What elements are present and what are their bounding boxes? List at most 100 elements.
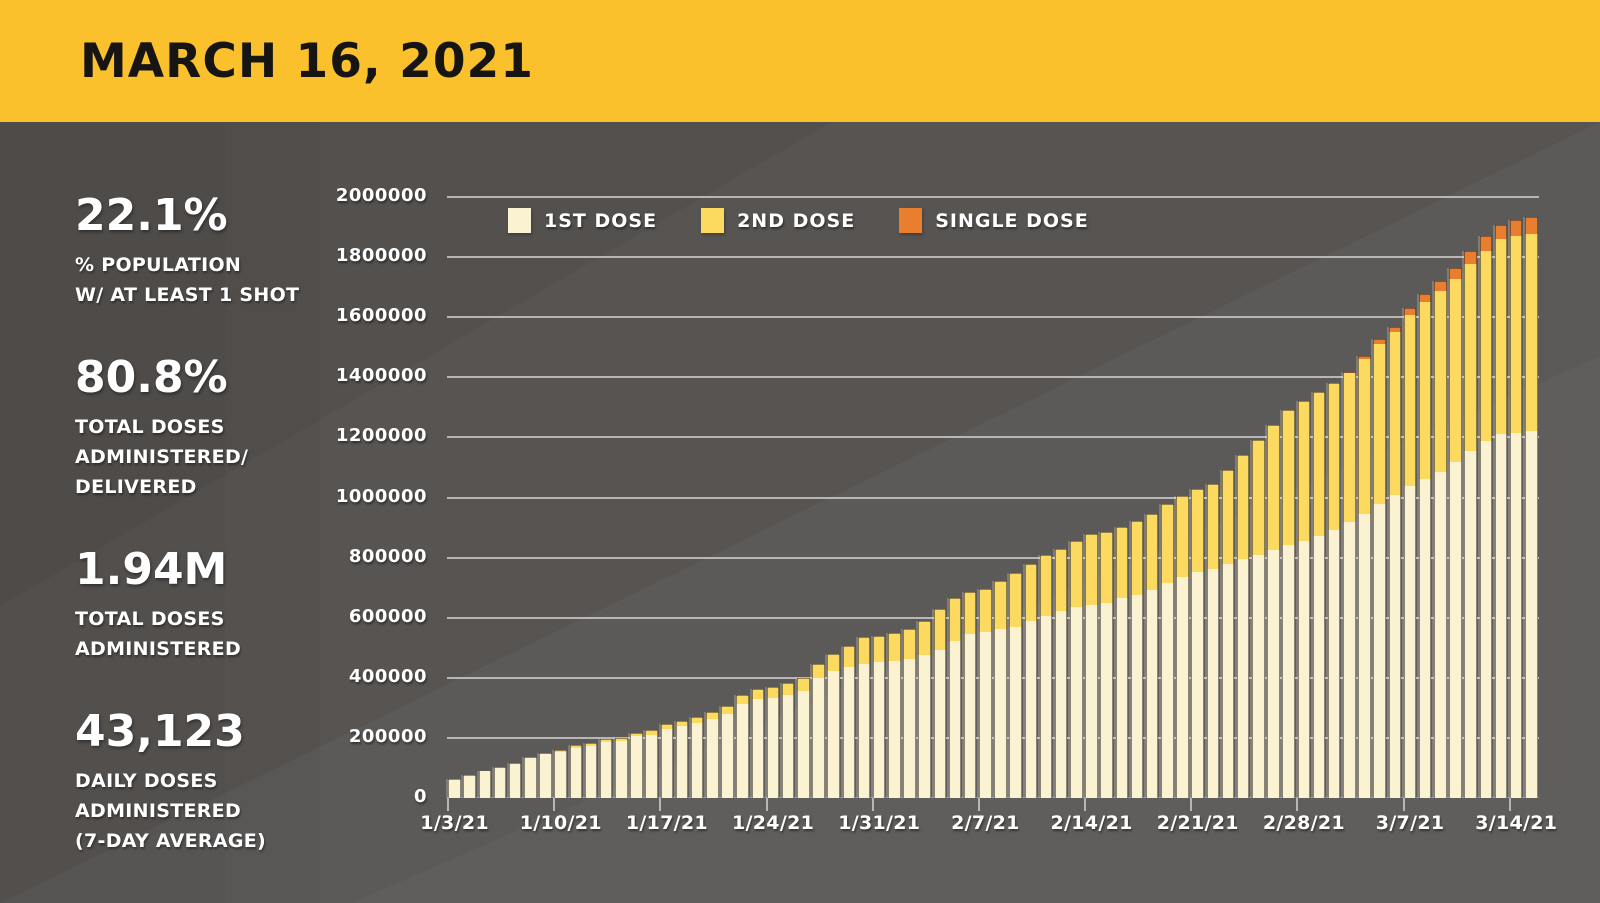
y-axis-tick-label: 0 <box>413 786 427 807</box>
single-dose-segment <box>1434 280 1447 291</box>
second-dose-segment <box>903 628 916 659</box>
second-dose-segment <box>1221 470 1235 565</box>
y-axis-tick-label: 1400000 <box>335 365 427 387</box>
daily-doses-bar <box>1252 440 1265 798</box>
daily-doses-bar <box>1267 425 1280 798</box>
first-dose-segment <box>1085 604 1098 798</box>
stat-label: ADMINISTERED/ <box>75 446 249 468</box>
second-dose-segment <box>706 711 719 719</box>
second-dose-segment <box>690 716 704 723</box>
single-dose-segment <box>1388 327 1402 332</box>
y-axis-tick-label: 200000 <box>348 725 427 747</box>
single-dose-segment <box>1418 294 1432 303</box>
first-dose-segment <box>1039 616 1053 798</box>
first-dose-segment <box>539 754 552 798</box>
daily-doses-bar <box>1373 339 1386 798</box>
y-gridline <box>447 436 1539 439</box>
daily-doses-bar <box>1070 541 1083 798</box>
first-dose-segment <box>948 640 962 798</box>
second-dose-segment <box>1373 343 1386 505</box>
daily-doses-bar <box>797 678 810 798</box>
daily-doses-bar <box>493 767 507 798</box>
y-gridline <box>447 316 1539 319</box>
single-dose-segment <box>1449 267 1462 280</box>
second-dose-segment <box>857 637 871 664</box>
second-dose-segment <box>1449 279 1462 462</box>
daily-doses-bar <box>888 632 901 798</box>
first-dose-segment <box>933 649 947 798</box>
daily-doses-bar <box>1009 573 1022 798</box>
daily-doses-bar <box>690 716 704 798</box>
second-dose-segment <box>872 635 886 663</box>
first-dose-segment <box>1388 495 1402 798</box>
y-gridline <box>447 376 1539 379</box>
x-axis-tick-label: 2/21/21 <box>1156 812 1239 834</box>
second-dose-segment <box>1130 521 1144 595</box>
daily-doses-bar <box>933 609 947 798</box>
stat-label: TOTAL DOSES <box>75 608 225 630</box>
daily-doses-bar <box>721 706 734 798</box>
x-axis-tick-label: 2/7/21 <box>951 812 1020 834</box>
second-dose-segment <box>721 706 734 714</box>
legend-label: 1ST DOSE <box>544 209 658 232</box>
x-axis-tick-label: 1/31/21 <box>838 812 921 834</box>
stat-label: DELIVERED <box>75 476 197 498</box>
stat-label: (7-DAY AVERAGE) <box>75 830 267 852</box>
daily-doses-bar <box>1024 563 1038 798</box>
second-dose-segment <box>508 763 522 765</box>
first-dose-segment <box>736 704 749 798</box>
y-gridline <box>447 676 1539 679</box>
second-dose-segment <box>979 589 992 632</box>
second-dose-segment <box>1418 302 1432 479</box>
x-axis-tick <box>1190 798 1193 811</box>
daily-doses-bar <box>1509 220 1523 798</box>
first-dose-segment <box>1267 549 1280 798</box>
daily-doses-bar <box>645 730 658 798</box>
daily-doses-bar <box>706 711 719 798</box>
second-dose-segment <box>1100 532 1113 603</box>
second-dose-segment <box>1509 236 1523 433</box>
second-dose-segment <box>1327 383 1341 531</box>
first-dose-segment <box>857 663 871 798</box>
y-axis-tick-label: 400000 <box>348 665 427 687</box>
first-dose-segment <box>1236 559 1250 798</box>
first-dose-segment <box>690 722 704 798</box>
daily-doses-bar <box>963 591 977 798</box>
daily-doses-bar <box>1494 224 1508 798</box>
first-dose-segment <box>1343 522 1356 798</box>
second-dose-segment <box>1343 372 1356 523</box>
second-dose-segment <box>1252 440 1265 555</box>
second-dose-segment <box>766 686 780 698</box>
daily-doses-bar <box>584 743 598 798</box>
daily-doses-bar <box>842 645 856 798</box>
daily-doses-bar <box>1176 495 1189 798</box>
legend-item: 2ND DOSE <box>701 208 855 233</box>
first-dose-segment <box>1221 564 1235 798</box>
first-dose-segment <box>979 631 992 798</box>
first-dose-segment <box>660 729 674 798</box>
second-dose-segment <box>1267 425 1280 550</box>
daily-doses-bar <box>1130 521 1144 798</box>
second-dose-segment <box>963 591 977 635</box>
stat-block: 1.94M TOTAL DOSES ADMINISTERED <box>75 544 405 664</box>
daily-doses-bar <box>766 686 780 798</box>
y-gridline <box>447 736 1539 739</box>
first-dose-segment <box>1252 554 1265 798</box>
stat-value: 80.8% <box>75 352 228 403</box>
vaccination-bar-chart <box>447 196 1539 798</box>
stat-label: TOTAL DOSES <box>75 416 225 438</box>
second-dose-segment <box>827 653 840 671</box>
first-dose-segment <box>766 697 780 798</box>
first-dose-segment <box>1494 434 1508 798</box>
first-dose-segment <box>721 713 734 798</box>
daily-doses-bar <box>827 653 840 798</box>
x-axis-tick-label: 1/3/21 <box>420 812 489 834</box>
x-axis-line <box>447 797 1539 798</box>
x-axis-tick-label: 2/14/21 <box>1050 812 1133 834</box>
y-axis-tick-label: 1800000 <box>335 245 427 267</box>
daily-doses-bar <box>1206 484 1220 798</box>
stat-label: ADMINISTERED <box>75 638 242 660</box>
second-dose-segment <box>1525 234 1538 432</box>
x-axis-tick-label: 1/17/21 <box>625 812 708 834</box>
first-dose-segment <box>812 678 825 798</box>
